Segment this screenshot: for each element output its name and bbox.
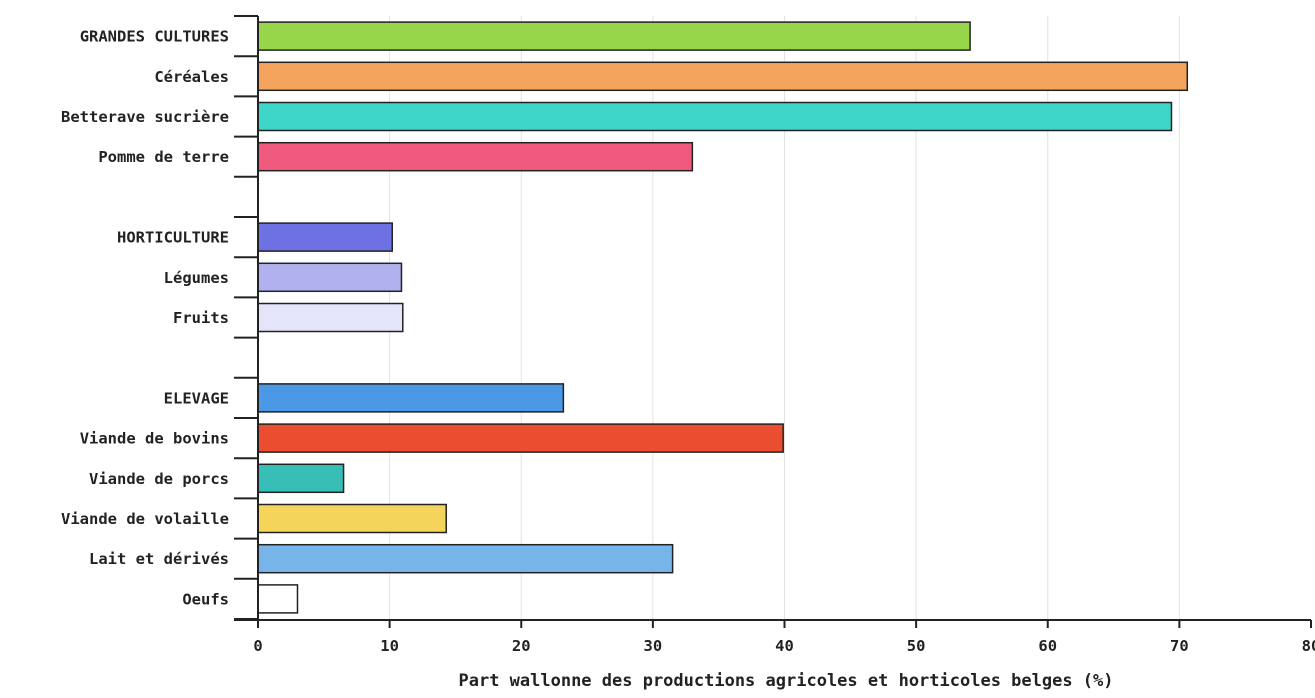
bar [257, 423, 784, 453]
bar [257, 21, 971, 51]
x-tick-label: 70 [1170, 637, 1189, 655]
bar [257, 141, 694, 172]
category-label: ELEVAGE [164, 389, 229, 407]
bar [257, 302, 404, 333]
bar [257, 101, 1173, 132]
category-label: GRANDES CULTURES [80, 28, 229, 46]
labels: 0 10 20 30 40 50 60 70 80 GRANDES CULTURES Céréale… [61, 28, 1315, 655]
bar [257, 262, 403, 293]
bar [257, 383, 565, 413]
bar [257, 543, 674, 574]
x-tick-label: 80 [1302, 637, 1315, 655]
x-tick-label: 40 [775, 637, 794, 655]
x-tick-label: 20 [512, 637, 531, 655]
x-axis-title: Part wallonne des productions agricoles … [458, 671, 1113, 691]
bars [257, 21, 1189, 614]
category-label: HORTICULTURE [117, 229, 229, 247]
x-tick-label: 30 [644, 637, 663, 655]
bar [257, 584, 299, 614]
x-tick-label: 60 [1038, 637, 1057, 655]
bar [257, 463, 345, 494]
category-label: Fruits [173, 309, 229, 327]
category-label: Céréales [154, 68, 229, 86]
x-tick-label: 10 [380, 637, 399, 655]
bar [257, 61, 1189, 92]
category-label: Lait et dérivés [89, 550, 229, 568]
bar [257, 222, 394, 252]
category-label: Pomme de terre [98, 148, 229, 166]
x-tick-label: 50 [907, 637, 926, 655]
category-label: Betterave sucrière [61, 108, 229, 126]
bar [257, 503, 447, 534]
category-label: Viande de volaille [61, 510, 229, 528]
category-label: Oeufs [182, 590, 229, 608]
category-label: Viande de bovins [80, 430, 229, 448]
category-label: Légumes [164, 269, 229, 287]
x-tick-label: 0 [253, 637, 262, 655]
category-label: Viande de porcs [89, 470, 229, 488]
axes [234, 15, 1312, 628]
